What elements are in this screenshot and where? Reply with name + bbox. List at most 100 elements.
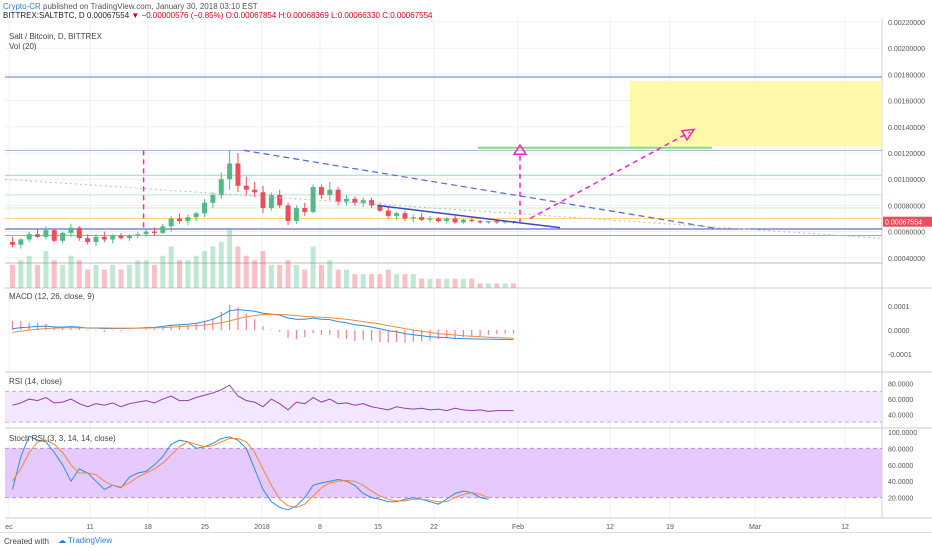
x-tick-label: Feb <box>512 524 524 531</box>
candle-body <box>327 189 333 195</box>
x-tick-label: 12 <box>606 524 614 531</box>
last-price: 0.00067554 <box>86 11 130 20</box>
price-tick-label: 0.00100000 <box>888 177 925 184</box>
candle-body <box>60 232 66 241</box>
grid-lines <box>5 18 932 519</box>
footer-bar: Created with ☁ TradingView <box>0 532 932 551</box>
candle-body <box>68 227 74 233</box>
last-price-badge <box>883 216 932 227</box>
stoch-tick-label: 20.0000 <box>888 496 913 503</box>
price-tick-label: 0.00220000 <box>888 20 925 27</box>
candle-body <box>160 226 166 233</box>
volume-bar <box>243 255 249 288</box>
pink-arrowhead-icon <box>512 143 528 156</box>
rsi-pane <box>5 384 882 423</box>
volume-bar <box>335 269 341 288</box>
long-dotted-trendline <box>4 178 881 239</box>
candle-body <box>76 227 82 239</box>
candle-body <box>302 208 308 212</box>
volume-bar <box>352 274 358 288</box>
volume-bar <box>285 260 291 288</box>
volume-bar <box>43 251 49 288</box>
volume-bar <box>51 260 57 288</box>
rsi-tick-label: 80.0000 <box>888 382 913 389</box>
volume-bar <box>118 269 124 288</box>
volume-bar <box>218 241 224 288</box>
candle-body <box>293 208 299 222</box>
candle-body <box>427 218 433 220</box>
candle-body <box>377 205 383 211</box>
candle-body <box>227 163 233 180</box>
tradingview-logo[interactable]: ☁ TradingView <box>58 536 113 545</box>
rsi-legend: RSI (14, close) <box>9 377 62 386</box>
stoch-pane <box>5 435 882 511</box>
candle-body <box>402 213 408 219</box>
candle-body <box>268 194 274 209</box>
volume-bar <box>435 278 441 288</box>
candle-body <box>118 235 124 239</box>
candle-body <box>469 219 475 222</box>
x-tick-label: 25 <box>201 524 209 531</box>
tradingview-logo-text: TradingView <box>68 536 113 545</box>
published-text: published on TradingView.com, January 30… <box>43 2 258 11</box>
volume-bar <box>126 264 132 288</box>
low-text: L:0.00066330 <box>331 11 380 20</box>
price-tick-label: 0.00160000 <box>888 99 925 106</box>
volume-bar <box>168 246 174 288</box>
candle-body <box>285 205 291 222</box>
macd-tick-label: -0.0001 <box>888 352 912 359</box>
candle-body <box>143 231 149 235</box>
rsi-tick-label: 60.0000 <box>888 397 913 404</box>
volume-bar <box>494 283 500 288</box>
volume-bar <box>310 246 316 288</box>
volume-bar <box>135 260 141 288</box>
candle-body <box>243 185 249 190</box>
last-price-label: 0.00067554 <box>885 220 922 227</box>
change-text: −0.00000576 (−0.85%) <box>141 11 224 20</box>
macd-pane <box>11 304 515 343</box>
vol-legend: Vol (20) <box>9 42 37 51</box>
volume-bar <box>293 264 299 288</box>
volume-bar <box>193 255 199 288</box>
volume-bar <box>252 260 258 288</box>
x-tick-label: 22 <box>430 524 438 531</box>
candle-body <box>360 200 366 203</box>
candle-body <box>394 213 400 216</box>
price-tick-label: 0.00040000 <box>888 256 925 263</box>
volume-bar <box>227 228 233 288</box>
candle-body <box>310 187 316 212</box>
chart-canvas[interactable]: 0.00220000 0.00200000 0.00180000 0.00160000… <box>0 0 932 532</box>
volume-bar <box>210 246 216 288</box>
candle-body <box>435 218 441 222</box>
volume-bar <box>160 255 166 288</box>
volume-bar <box>151 264 157 288</box>
axes-layer: 0.00220000 0.00200000 0.00180000 0.00160000… <box>5 20 932 531</box>
created-with-text: Created with <box>4 537 49 546</box>
stoch-k-line <box>12 435 489 511</box>
volume-bar <box>177 260 182 288</box>
volume-bar <box>202 251 208 288</box>
volume-bar <box>410 274 416 288</box>
candle-body <box>26 234 32 240</box>
macd-legend: MACD (12, 26, close, 9) <box>9 292 95 301</box>
candle-body <box>352 198 358 203</box>
x-tick-label: 2018 <box>254 524 270 531</box>
candle-body <box>135 234 141 236</box>
x-tick-label: Mar <box>749 524 762 531</box>
candle-body <box>218 179 224 195</box>
volume-bar <box>485 283 491 288</box>
pink-projection-arrow <box>529 131 691 220</box>
candle-body <box>410 217 416 219</box>
candle-body <box>502 221 508 223</box>
price-tick-label: 0.00180000 <box>888 72 925 79</box>
x-tick-label: 11 <box>86 524 93 531</box>
candle-body <box>151 231 157 233</box>
volume-bar <box>402 274 408 288</box>
stoch-tick-label: 100.0000 <box>888 430 917 437</box>
volume-bar <box>76 260 82 288</box>
stoch-legend: Stoch RSI (3, 3, 14, 14, close) <box>9 434 116 443</box>
author-brand[interactable]: Crypto-CR <box>3 2 41 11</box>
x-tick-label: 19 <box>666 524 674 531</box>
volume-bar <box>502 283 508 288</box>
candle-body <box>51 230 57 241</box>
